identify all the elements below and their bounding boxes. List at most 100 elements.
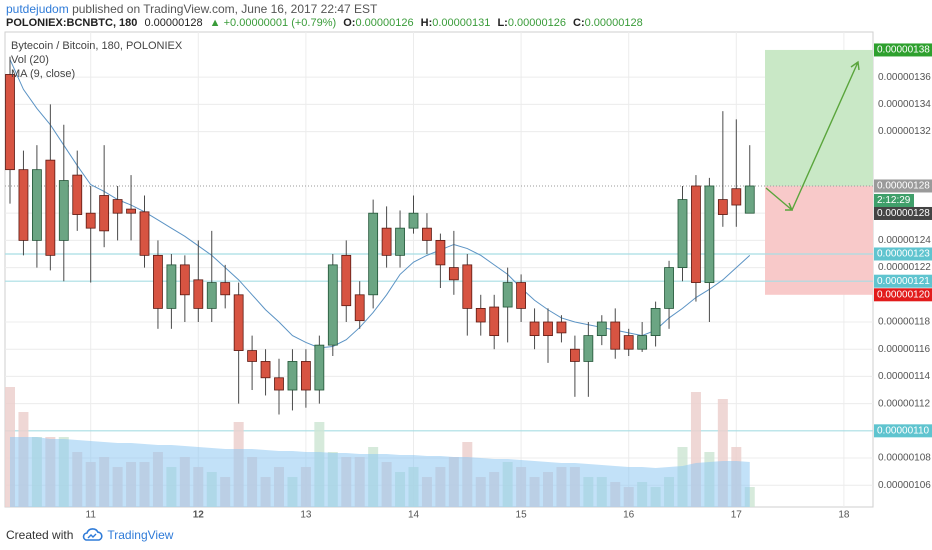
candle-body bbox=[583, 335, 594, 362]
y-tick-label: 0.00000132 bbox=[878, 126, 931, 137]
ohlc-key: H: bbox=[420, 17, 433, 29]
author[interactable]: putdejudom bbox=[6, 2, 69, 16]
y-tick-label: 0.00000118 bbox=[878, 317, 931, 328]
candle-body bbox=[462, 264, 473, 309]
ohlc-key: L: bbox=[497, 17, 508, 29]
candle-body bbox=[247, 350, 258, 362]
price: 0.00000128 bbox=[144, 17, 203, 29]
candle-body bbox=[220, 282, 231, 296]
published: published on TradingView.com, June 16, 2… bbox=[72, 2, 378, 16]
tradingview-logo[interactable] bbox=[81, 528, 103, 542]
candle-body bbox=[18, 169, 29, 241]
entry-label-box bbox=[874, 179, 932, 193]
candle-body bbox=[570, 348, 580, 362]
candle-body bbox=[543, 321, 553, 337]
candle-body bbox=[179, 264, 190, 296]
y-tick-label: 0.00000114 bbox=[878, 371, 931, 382]
y-tick-label: 0.00000112 bbox=[878, 398, 931, 409]
ohlc-key: O: bbox=[343, 17, 356, 29]
candle-body bbox=[354, 294, 365, 322]
candle-body bbox=[435, 239, 446, 266]
hline-label-box bbox=[874, 274, 932, 288]
candle-body bbox=[327, 264, 338, 346]
legend-entry: MA (9, close) bbox=[11, 68, 75, 80]
candle-body bbox=[85, 212, 96, 229]
x-tick-label: 13 bbox=[300, 510, 312, 521]
created-with: Created with bbox=[6, 528, 74, 542]
volume-ma-area bbox=[10, 437, 750, 507]
candle-body bbox=[623, 335, 634, 350]
ma-line bbox=[9, 59, 751, 349]
candle-body bbox=[475, 308, 486, 323]
y-tick-label: 0.00000134 bbox=[878, 99, 931, 110]
volume-bar bbox=[717, 399, 728, 507]
ohlc-value: 0.00000126 bbox=[507, 17, 566, 29]
y-tick-label: 0.00000108 bbox=[878, 453, 931, 464]
candle-body bbox=[58, 180, 69, 241]
x-tick-label: 18 bbox=[838, 510, 850, 521]
hline-label-box bbox=[874, 247, 932, 261]
candle-body bbox=[637, 335, 648, 350]
x-tick-label: 15 bbox=[516, 510, 528, 521]
change: ▲ +0.00000001 (+0.79%) bbox=[209, 17, 337, 29]
candle-body bbox=[126, 208, 136, 214]
loss-zone bbox=[765, 185, 873, 295]
arrow-drawing bbox=[765, 60, 860, 211]
candle-body bbox=[596, 321, 607, 337]
y-tick-label: 0.00000106 bbox=[878, 480, 931, 491]
ohlc-value: 0.00000131 bbox=[432, 17, 491, 29]
candle-body bbox=[677, 199, 688, 268]
candle-body bbox=[5, 74, 15, 171]
symbol-line: POLONIEX:BCNBTC, 180 0.00000128 ▲ +0.000… bbox=[6, 17, 647, 29]
arrow bbox=[791, 60, 860, 211]
x-tick-label: 16 bbox=[623, 510, 635, 521]
candle-body bbox=[664, 267, 674, 309]
candle-body bbox=[502, 282, 513, 308]
candle-body bbox=[139, 211, 150, 256]
x-tick-label: 12 bbox=[193, 510, 205, 521]
candle-body bbox=[744, 185, 755, 214]
stop-label: 0.00000120 bbox=[877, 289, 930, 300]
candle-body bbox=[556, 321, 567, 334]
candle-body bbox=[45, 159, 56, 256]
candle-body bbox=[704, 185, 715, 283]
stop-label-box bbox=[874, 288, 932, 302]
plot-background bbox=[4, 31, 874, 508]
candle-body bbox=[610, 321, 621, 350]
symbol: POLONIEX:BCNBTC, 180 bbox=[6, 17, 138, 29]
candle-body bbox=[381, 227, 392, 256]
tradingview-link[interactable]: TradingView bbox=[107, 528, 174, 542]
x-tick-label: 14 bbox=[408, 510, 420, 521]
y-tick-label: 0.00000136 bbox=[878, 72, 931, 83]
countdown-box bbox=[874, 193, 914, 207]
ohlc-value: 0.00000128 bbox=[584, 17, 643, 29]
hline-label: 0.00000123 bbox=[877, 249, 930, 260]
candle-body bbox=[274, 377, 284, 391]
ohlc-key: C: bbox=[573, 17, 585, 29]
candle-body bbox=[112, 199, 123, 214]
hline-label: 0.00000110 bbox=[877, 425, 930, 436]
target-label-box bbox=[874, 43, 932, 57]
candle-body bbox=[408, 212, 419, 229]
x-tick-label: 11 bbox=[86, 510, 97, 521]
candle-body bbox=[341, 254, 352, 307]
y-tick-label: 0.00000122 bbox=[878, 262, 931, 273]
profit-zone bbox=[765, 49, 873, 186]
candle-body bbox=[422, 227, 432, 241]
candle-body bbox=[368, 212, 379, 296]
candle-body bbox=[489, 306, 500, 337]
candle-body bbox=[72, 174, 83, 215]
candle-body bbox=[300, 361, 311, 391]
x-tick-label: 17 bbox=[731, 510, 743, 521]
hline-label-box bbox=[874, 424, 932, 438]
hline-label: 0.00000121 bbox=[877, 276, 930, 287]
countdown: 2:12:29 bbox=[877, 195, 911, 206]
candle-body bbox=[99, 195, 110, 232]
candle-body bbox=[529, 321, 540, 337]
last-price: 0.00000128 bbox=[877, 208, 930, 219]
footer: Created with TradingView bbox=[6, 528, 173, 542]
candle-body bbox=[731, 188, 742, 206]
candle-body bbox=[153, 254, 163, 309]
